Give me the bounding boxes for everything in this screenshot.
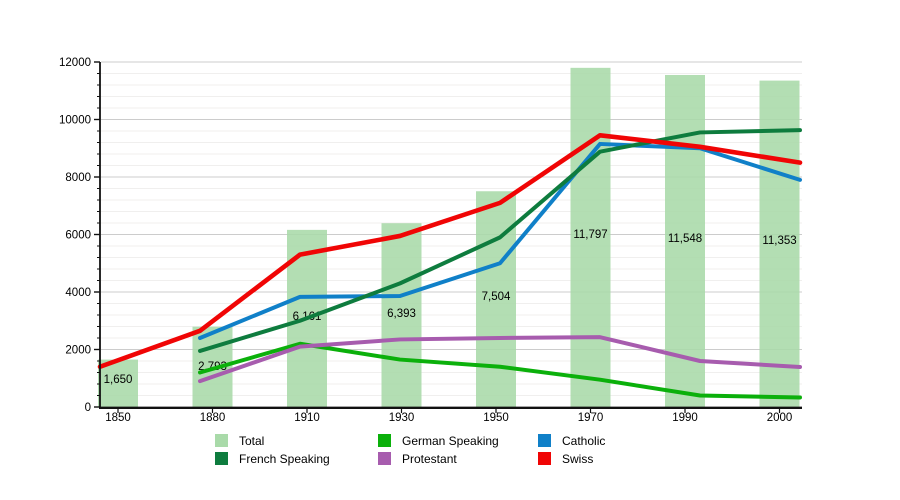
bar-value-label: 11,797: [573, 229, 607, 241]
legend-swatch-catholic: [538, 434, 551, 447]
legend-label-protestant: Protestant: [402, 452, 457, 466]
total-bar-1990: [665, 74, 705, 408]
y-tick-label: 12000: [59, 57, 91, 69]
bar-value-label: 1,650: [104, 374, 133, 386]
legend-swatch-french-speaking: [215, 452, 228, 465]
legend-swatch-swiss: [538, 452, 551, 465]
y-tick-label: 4000: [65, 287, 91, 299]
bar-value-label: 6,393: [387, 308, 416, 320]
x-tick-label: 1880: [200, 412, 226, 424]
legend-label-french-speaking: French Speaking: [239, 452, 330, 466]
legend-swatch-german-speaking: [378, 434, 391, 447]
y-tick-label: 6000: [65, 230, 91, 242]
french-speaking-line: [198, 128, 802, 353]
total-bar-2000: [759, 80, 800, 407]
legend-swatch-total: [215, 434, 228, 447]
y-tick-label: 10000: [59, 115, 91, 127]
legend-label-swiss: Swiss: [562, 452, 593, 466]
legend-swatch-protestant: [378, 452, 391, 465]
bar-value-label: 7,504: [482, 291, 511, 303]
y-tick-label: 2000: [65, 345, 91, 357]
total-bar-1970: [570, 67, 611, 408]
x-tick-label: 1950: [483, 412, 509, 424]
protestant-line: [198, 335, 802, 384]
y-tick-label: 8000: [65, 172, 91, 184]
x-tick-label: 1930: [389, 412, 415, 424]
bar-value-label: 11,353: [762, 235, 796, 247]
legend-label-german-speaking: German Speaking: [402, 434, 499, 448]
legend-label-total: Total: [239, 434, 264, 448]
x-tick-label: 1910: [294, 412, 320, 424]
x-tick-label: 1970: [578, 412, 604, 424]
swiss-line: [97, 133, 803, 370]
y-tick-label: 0: [85, 402, 91, 414]
bar-value-label: 11,548: [668, 233, 702, 245]
x-tick-label: 2000: [767, 412, 793, 424]
x-tick-label: 1990: [672, 412, 698, 424]
total-bar-1930: [381, 223, 422, 407]
german-speaking-line: [198, 341, 802, 400]
x-tick-label: 1850: [105, 412, 131, 424]
legend-label-catholic: Catholic: [562, 434, 605, 448]
